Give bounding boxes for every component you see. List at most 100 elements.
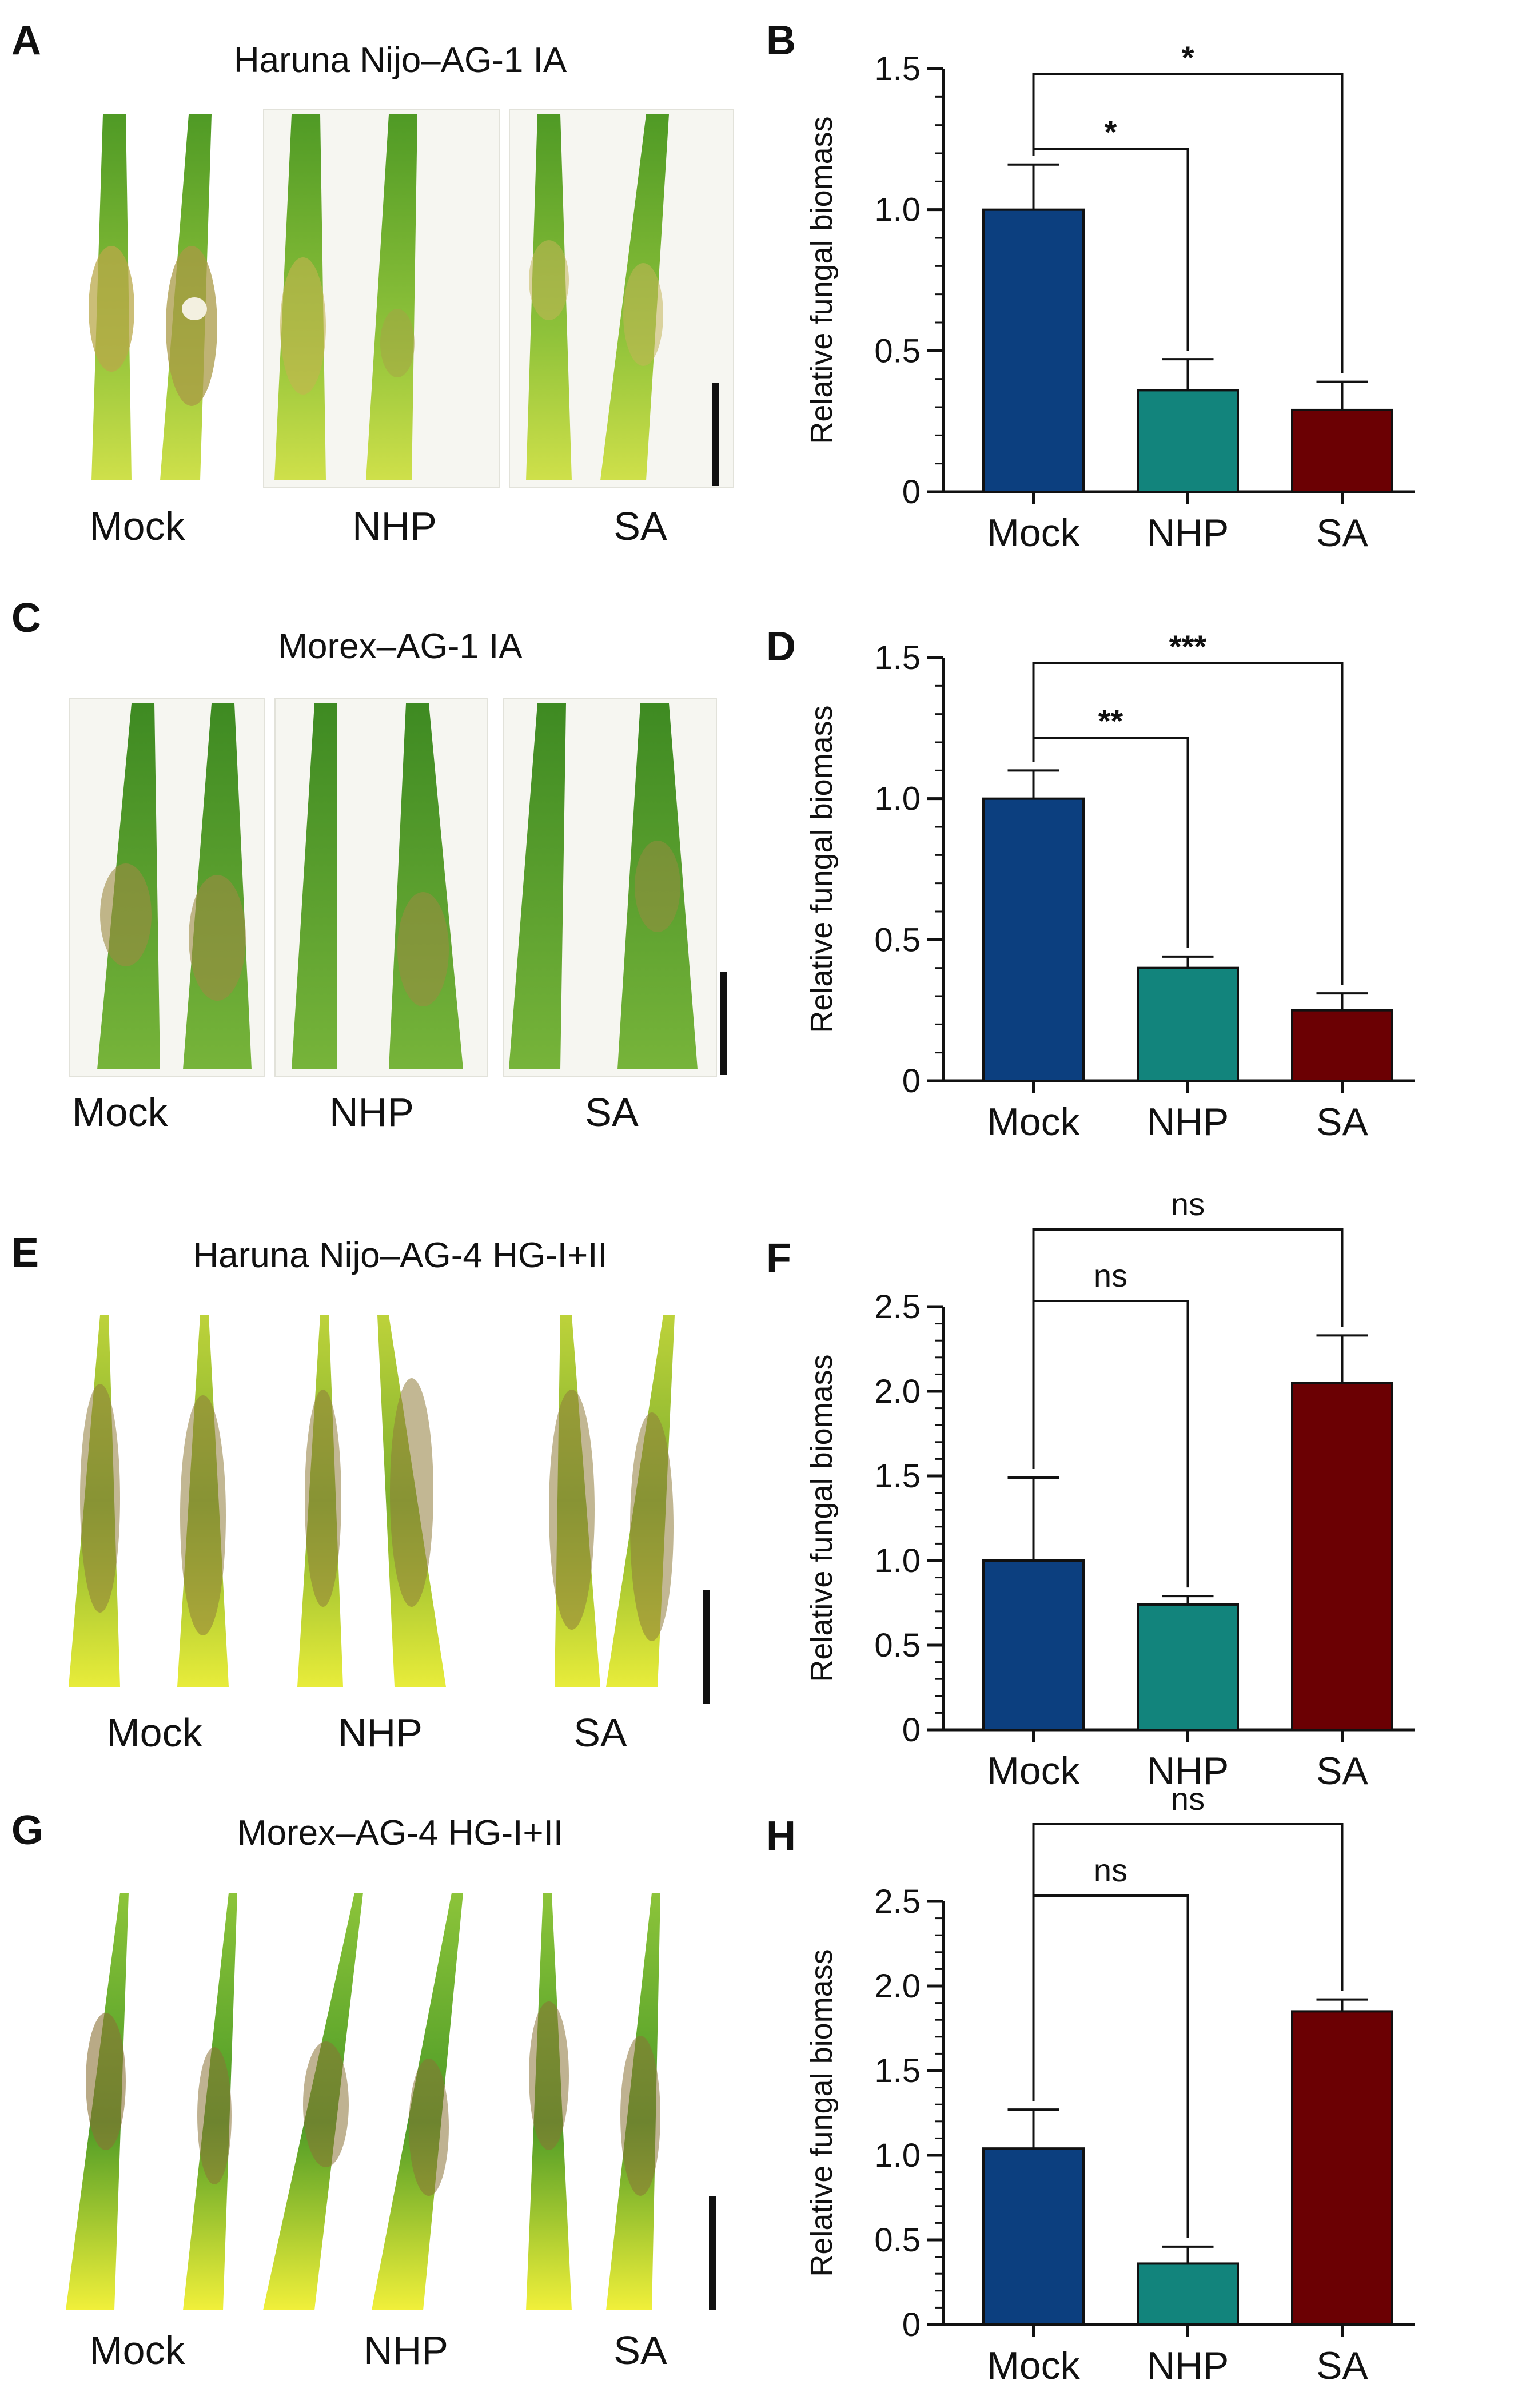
panel-letter-b: B [766,18,796,63]
x-tick-label: Mock [987,1100,1080,1144]
y-tick-label: 1.0 [874,1542,921,1579]
bar-nhp [1137,389,1239,493]
significance-label: * [1182,39,1194,75]
significance-bracket [1032,1300,1189,1588]
photo-title-e: Haruna Nijo–AG-4 HG-I+II [193,1236,608,1275]
y-tick-label: 0 [902,473,921,511]
significance-label: ns [1094,1257,1127,1293]
y-tick-label: 2.0 [874,1968,921,2005]
bar-chart-f: Relative fungal biomass 0 0.5 1.0 1.5 2.0 2.5 M… [804,1186,1415,1793]
bar-sa [1291,1382,1393,1731]
photo-title-g: Morex–AG-4 HG-I+II [237,1813,564,1853]
photo-title-a: Haruna Nijo–AG-1 IA [233,41,567,80]
significance-bracket [1032,1823,1344,2101]
leaf-photo-a [69,109,734,488]
x-tick-label: SA [1316,1100,1368,1144]
significance-label: ns [1171,1186,1205,1222]
y-tick-label: 2.0 [874,1373,921,1410]
panel-letter-f: F [766,1236,791,1281]
condition-label-nhp: NHP [338,1710,423,1755]
bar-mock [982,2147,1085,2326]
panel-letter-a: A [11,18,41,63]
panel-letter-h: H [766,1813,796,1859]
condition-label-nhp: NHP [364,2328,448,2373]
y-axis-label: Relative fungal biomass [804,1949,839,2276]
bar-sa [1291,408,1393,493]
bar-chart-h: Relative fungal biomass 0 0.5 1.0 1.5 2.0 2.5 M… [804,1781,1415,2387]
y-tick-label: 0 [902,1062,921,1100]
y-tick-label: 1.0 [874,781,921,818]
y-tick-label: 2.5 [874,1288,921,1326]
y-tick-label: 1.0 [874,192,921,229]
bar-nhp [1137,966,1239,1082]
leaf-group [89,114,669,480]
scale-bar [720,972,727,1075]
y-tick-label: 0.5 [874,2222,921,2259]
bar-mock [982,208,1085,493]
y-tick-label: 0.5 [874,332,921,369]
condition-label-mock: Mock [72,1090,168,1135]
significance-label: * [1105,114,1117,150]
significance-bracket [1032,662,1344,985]
bar-mock [982,1559,1085,1731]
significance-label: *** [1169,628,1207,664]
leaf-photo-e [57,1310,732,1704]
y-tick-label: 1.0 [874,2137,921,2174]
bar-sa [1291,2010,1393,2326]
condition-label-mock: Mock [89,504,185,548]
condition-label-sa: SA [613,504,667,548]
y-axis-label: Relative fungal biomass [804,1354,839,1682]
condition-label-nhp: NHP [352,504,437,548]
x-tick-label: SA [1316,511,1368,555]
leaf-group [97,703,698,1069]
y-axis-label: Relative fungal biomass [804,705,839,1033]
scale-bar [709,2196,716,2310]
panel-letter-e: E [11,1230,39,1276]
y-tick-label: 0 [902,1712,921,1749]
condition-label-sa: SA [613,2328,667,2373]
significance-label: ** [1098,703,1123,739]
x-tick-label: NHP [1147,1100,1229,1144]
bar-mock [982,797,1085,1082]
y-tick-label: 1.5 [874,2052,921,2089]
significance-label: ns [1094,1852,1127,1888]
photo-title-c: Morex–AG-1 IA [278,627,523,666]
x-tick-label: NHP [1147,2344,1229,2387]
y-tick-label: 1.5 [874,639,921,676]
condition-label-mock: Mock [106,1710,202,1755]
x-tick-label: Mock [987,1749,1080,1793]
significance-bracket [1032,1228,1344,1469]
bar-nhp [1137,2262,1239,2326]
leaf-group [66,1893,660,2310]
scale-bar [703,1590,710,1704]
leaf-photo-c [69,698,732,1077]
y-tick-label: 1.5 [874,1458,921,1495]
leaf-photo-g [57,1887,732,2316]
y-tick-label: 1.5 [874,50,921,87]
x-tick-label: SA [1316,2344,1368,2387]
condition-label-mock: Mock [89,2328,185,2373]
significance-label: ns [1171,1781,1205,1817]
y-tick-label: 2.5 [874,1883,921,1920]
bar-nhp [1137,1603,1239,1732]
significance-bracket [1032,73,1344,373]
condition-label-sa: SA [585,1090,639,1135]
x-tick-label: SA [1316,1749,1368,1793]
bar-chart-b: Relative fungal biomass 0 0.5 1.0 1.5 Mock NHP… [804,39,1415,555]
panel-letter-d: D [766,624,796,670]
x-tick-label: NHP [1147,511,1229,555]
y-axis-label: Relative fungal biomass [804,116,839,444]
bar-chart-d: Relative fungal biomass 0 0.5 1.0 1.5 Mock NHP… [804,628,1415,1144]
bar-sa [1291,1009,1393,1082]
y-tick-label: 0.5 [874,921,921,958]
scale-bar [712,383,719,486]
y-tick-label: 0 [902,2306,921,2343]
x-tick-label: Mock [987,2344,1080,2387]
leaf-group [69,1315,675,1687]
x-tick-label: Mock [987,511,1080,555]
x-tick-label: NHP [1147,1749,1229,1793]
panel-letter-c: C [11,595,41,641]
condition-label-nhp: NHP [329,1090,414,1135]
y-tick-label: 0.5 [874,1627,921,1664]
condition-label-sa: SA [573,1710,627,1755]
